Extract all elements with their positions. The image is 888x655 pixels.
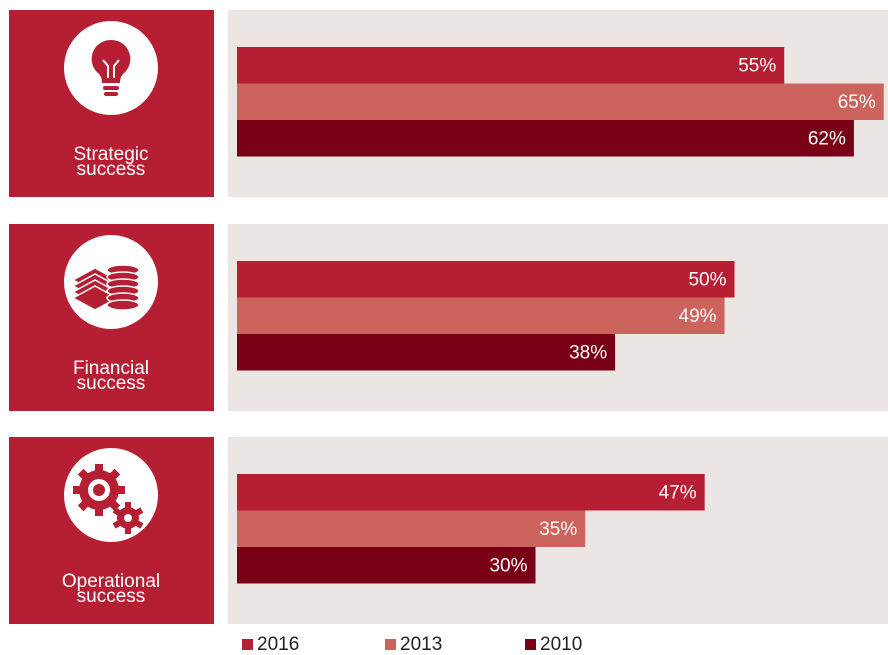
icon-part xyxy=(107,468,121,482)
value-label: 30% xyxy=(489,555,527,576)
bar xyxy=(237,510,586,547)
category-label: Operational success xyxy=(61,571,161,607)
icon-part xyxy=(134,507,144,517)
value-label: 65% xyxy=(838,92,876,113)
icon-part xyxy=(77,468,91,482)
bar xyxy=(237,47,785,84)
category-label: Financial success xyxy=(72,358,150,394)
icon-part xyxy=(107,498,121,512)
icon-part xyxy=(115,486,125,494)
value-label: 35% xyxy=(539,519,577,540)
icon-part xyxy=(73,464,144,534)
icon xyxy=(91,39,131,96)
legend-label: 2013 xyxy=(400,634,442,655)
icon-part xyxy=(95,464,103,474)
value-label: 50% xyxy=(688,269,726,290)
bar xyxy=(237,474,705,511)
value-label: 49% xyxy=(679,306,717,327)
bar xyxy=(237,334,616,371)
icon-part xyxy=(102,59,120,78)
icon-part xyxy=(103,86,119,90)
icon-part xyxy=(77,498,91,512)
icon-part xyxy=(125,527,131,534)
value-label: 38% xyxy=(569,342,607,363)
legend-swatch xyxy=(525,639,536,650)
legend-label: 2010 xyxy=(540,634,582,655)
icon-part xyxy=(73,486,83,494)
bar xyxy=(237,547,536,584)
bar xyxy=(237,120,854,157)
icon-part xyxy=(106,299,140,311)
icon-part xyxy=(134,519,144,529)
legend-swatch xyxy=(242,639,253,650)
category-label: Strategic success xyxy=(73,144,149,180)
value-label: 47% xyxy=(659,482,697,503)
icon-part xyxy=(125,502,131,509)
icon-part xyxy=(91,39,131,83)
icon-part xyxy=(95,506,103,516)
icon xyxy=(71,264,140,311)
bar xyxy=(237,297,725,334)
icon-part xyxy=(124,514,132,522)
icon-part xyxy=(112,519,122,529)
icon-part xyxy=(104,92,118,96)
icon-part xyxy=(93,484,105,496)
icon-part xyxy=(112,507,122,517)
value-label: 55% xyxy=(738,55,776,76)
value-label: 62% xyxy=(808,128,846,149)
bar xyxy=(237,83,884,120)
icon xyxy=(73,464,144,534)
bar xyxy=(237,261,735,298)
legend-swatch xyxy=(385,639,396,650)
legend-label: 2016 xyxy=(257,634,299,655)
icon-part xyxy=(71,264,140,311)
